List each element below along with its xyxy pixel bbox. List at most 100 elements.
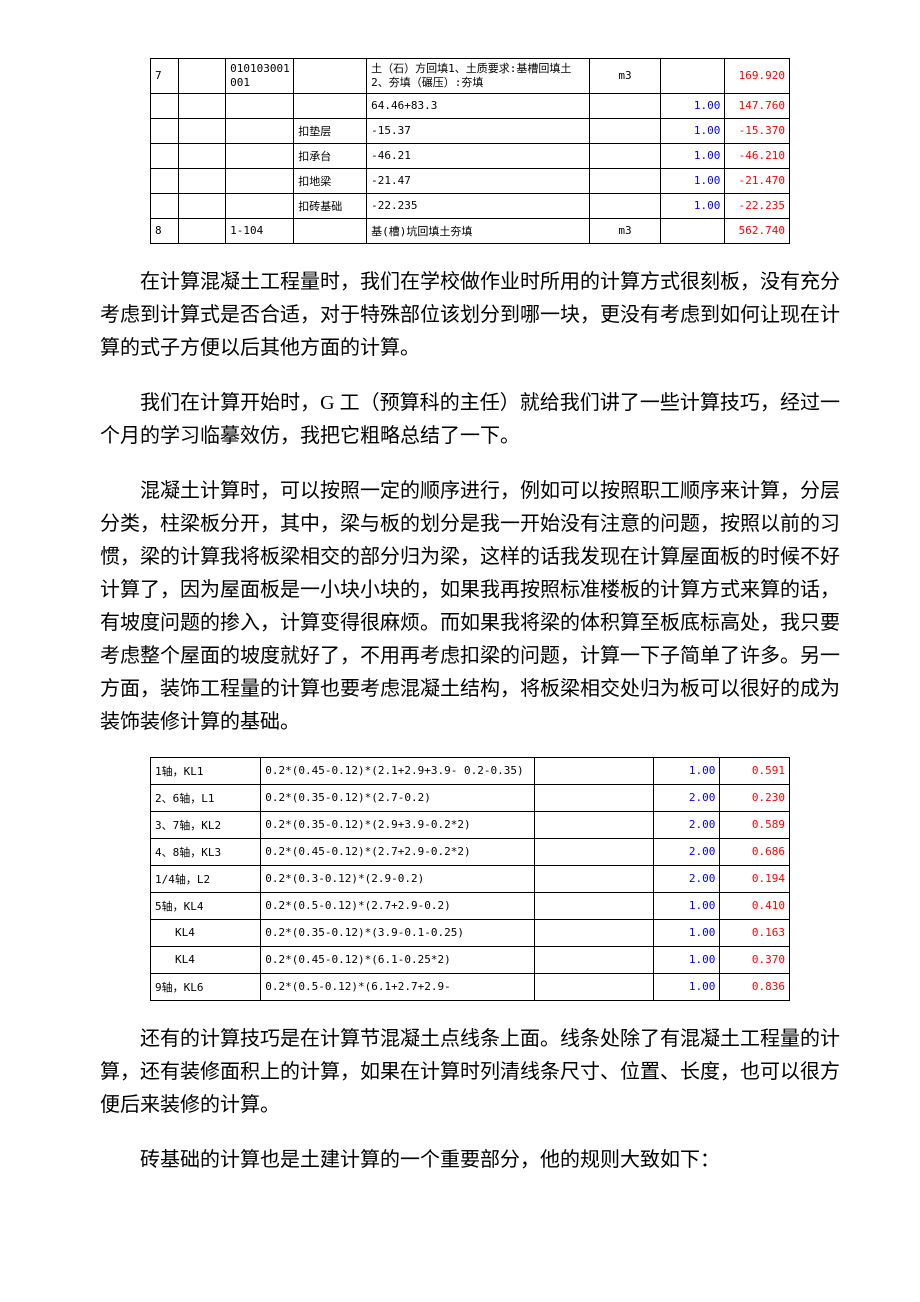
table-row: 9轴，KL60.2*(0.5-0.12)*(6.1+2.7+2.9- 1.000.… [151, 973, 790, 1000]
gap-cell [534, 811, 654, 838]
beam-name-cell: 4、8轴，KL3 [151, 838, 261, 865]
gap-cell [534, 946, 654, 973]
value-cell: 0.370 [720, 946, 790, 973]
table-cell [226, 143, 294, 168]
value-cell: 0.591 [720, 757, 790, 784]
table-cell: 169.920 [725, 59, 790, 94]
table-row: 扣垫层-15.37 1.00-15.370 [151, 118, 790, 143]
value-cell: 0.410 [720, 892, 790, 919]
table-cell: -15.370 [725, 118, 790, 143]
multiplier-cell: 2.00 [654, 784, 720, 811]
value-cell: 0.163 [720, 919, 790, 946]
beam-calc-table: 1轴，KL10.2*(0.45-0.12)*(2.1+2.9+3.9- 0.2-… [150, 757, 790, 1001]
table-1: 7 010103001 001 土（石）方回填1、土质要求:基槽回填土 2、夯填（碾… [150, 58, 790, 244]
table-row: 扣承台-46.211.00-46.210 [151, 143, 790, 168]
multiplier-cell: 2.00 [654, 811, 720, 838]
table-cell [590, 118, 660, 143]
table-2: 1轴，KL10.2*(0.45-0.12)*(2.1+2.9+3.9- 0.2-… [150, 757, 790, 1001]
expression-cell: 0.2*(0.5-0.12)*(6.1+2.7+2.9- [261, 973, 534, 1000]
table-cell: -15.37 [367, 118, 590, 143]
table-cell: 基(槽)坑回填土夯填 [367, 218, 590, 243]
table-cell [151, 168, 179, 193]
beam-name-cell: 2、6轴，L1 [151, 784, 261, 811]
beam-name-cell: 3、7轴，KL2 [151, 811, 261, 838]
table-row: KL40.2*(0.45-0.12)*(6.1-0.25*2)1.000.370 [151, 946, 790, 973]
table-cell: 扣承台 [294, 143, 367, 168]
table-cell [179, 143, 226, 168]
table-cell [226, 193, 294, 218]
beam-name-cell: 5轴，KL4 [151, 892, 261, 919]
table-row: 1轴，KL10.2*(0.45-0.12)*(2.1+2.9+3.9- 0.2-… [151, 757, 790, 784]
expression-cell: 0.2*(0.45-0.12)*(2.1+2.9+3.9- 0.2-0.35) [261, 757, 534, 784]
beam-name-cell: KL4 [151, 946, 261, 973]
table-cell [151, 143, 179, 168]
table-cell [294, 218, 367, 243]
table-cell [226, 118, 294, 143]
table-cell [660, 218, 725, 243]
table-cell: 147.760 [725, 93, 790, 118]
value-cell: 0.589 [720, 811, 790, 838]
table-row: 1/4轴，L20.2*(0.3-0.12)*(2.9-0.2)2.000.194 [151, 865, 790, 892]
table-cell [179, 193, 226, 218]
table-cell [179, 168, 226, 193]
table-cell: 1.00 [660, 118, 725, 143]
gap-cell [534, 784, 654, 811]
table-cell: -21.470 [725, 168, 790, 193]
multiplier-cell: 1.00 [654, 973, 720, 1000]
table-row: 7 010103001 001 土（石）方回填1、土质要求:基槽回填土 2、夯填（碾… [151, 59, 790, 94]
multiplier-cell: 2.00 [654, 838, 720, 865]
value-cell: 0.686 [720, 838, 790, 865]
gap-cell [534, 973, 654, 1000]
table-row: 扣地梁-21.471.00-21.470 [151, 168, 790, 193]
value-cell: 0.230 [720, 784, 790, 811]
table-cell [660, 59, 725, 94]
table-cell [294, 59, 367, 94]
table-cell [590, 143, 660, 168]
table-cell [590, 93, 660, 118]
table-cell: 土（石）方回填1、土质要求:基槽回填土 2、夯填（碾压）:夯填 [367, 59, 590, 94]
table-cell: 1.00 [660, 143, 725, 168]
table-row: 扣砖基础-22.2351.00-22.235 [151, 193, 790, 218]
table-row: 4、8轴，KL30.2*(0.45-0.12)*(2.7+2.9-0.2*2) 2… [151, 838, 790, 865]
expression-cell: 0.2*(0.35-0.12)*(3.9-0.1-0.25) [261, 919, 534, 946]
table-cell [179, 93, 226, 118]
paragraph-1: 在计算混凝土工程量时，我们在学校做作业时所用的计算方式很刻板，没有充分考虑到计算… [100, 266, 840, 365]
expression-cell: 0.2*(0.45-0.12)*(2.7+2.9-0.2*2) [261, 838, 534, 865]
gap-cell [534, 865, 654, 892]
table-cell: 562.740 [725, 218, 790, 243]
gap-cell [534, 919, 654, 946]
gap-cell [534, 838, 654, 865]
table-cell [151, 93, 179, 118]
table-cell [151, 193, 179, 218]
value-cell: 0.836 [720, 973, 790, 1000]
table-cell: m3 [590, 59, 660, 94]
table-cell: 8 [151, 218, 179, 243]
table-cell: -22.235 [367, 193, 590, 218]
beam-name-cell: 9轴，KL6 [151, 973, 261, 1000]
paragraph-2: 我们在计算开始时，G 工（预算科的主任）就给我们讲了一些计算技巧，经过一个月的学… [100, 387, 840, 453]
table-cell [226, 168, 294, 193]
table-cell: 扣地梁 [294, 168, 367, 193]
table-cell: 1.00 [660, 93, 725, 118]
text: 砖基础的计算也是土建计算的一个重要部分，他的规则大致如下： [140, 1149, 720, 1171]
beam-name-cell: KL4 [151, 919, 261, 946]
table-row: KL40.2*(0.35-0.12)*(3.9-0.1-0.25) 1.000.1… [151, 919, 790, 946]
table-row: 64.46+83.31.00147.760 [151, 93, 790, 118]
beam-name-cell: 1轴，KL1 [151, 757, 261, 784]
table-cell: 7 [151, 59, 179, 94]
table-cell: 扣垫层 [294, 118, 367, 143]
table-cell [179, 218, 226, 243]
table-cell: -46.210 [725, 143, 790, 168]
multiplier-cell: 1.00 [654, 892, 720, 919]
text: 我们在计算开始时，G 工（预算科的主任）就给我们讲了一些计算技巧，经过一个月的学… [100, 392, 840, 447]
table-cell [179, 59, 226, 94]
multiplier-cell: 2.00 [654, 865, 720, 892]
paragraph-3: 混凝土计算时，可以按照一定的顺序进行，例如可以按照职工顺序来计算，分层分类，柱梁… [100, 475, 840, 739]
table-cell: 010103001 001 [226, 59, 294, 94]
table-row: 2、6轴，L10.2*(0.35-0.12)*(2.7-0.2) 2.000.23… [151, 784, 790, 811]
earthwork-table: 7 010103001 001 土（石）方回填1、土质要求:基槽回填土 2、夯填（碾… [150, 58, 790, 244]
multiplier-cell: 1.00 [654, 919, 720, 946]
text: 在计算混凝土工程量时，我们在学校做作业时所用的计算方式很刻板，没有充分考虑到计算… [100, 271, 840, 359]
expression-cell: 0.2*(0.35-0.12)*(2.7-0.2) [261, 784, 534, 811]
table-cell [294, 93, 367, 118]
